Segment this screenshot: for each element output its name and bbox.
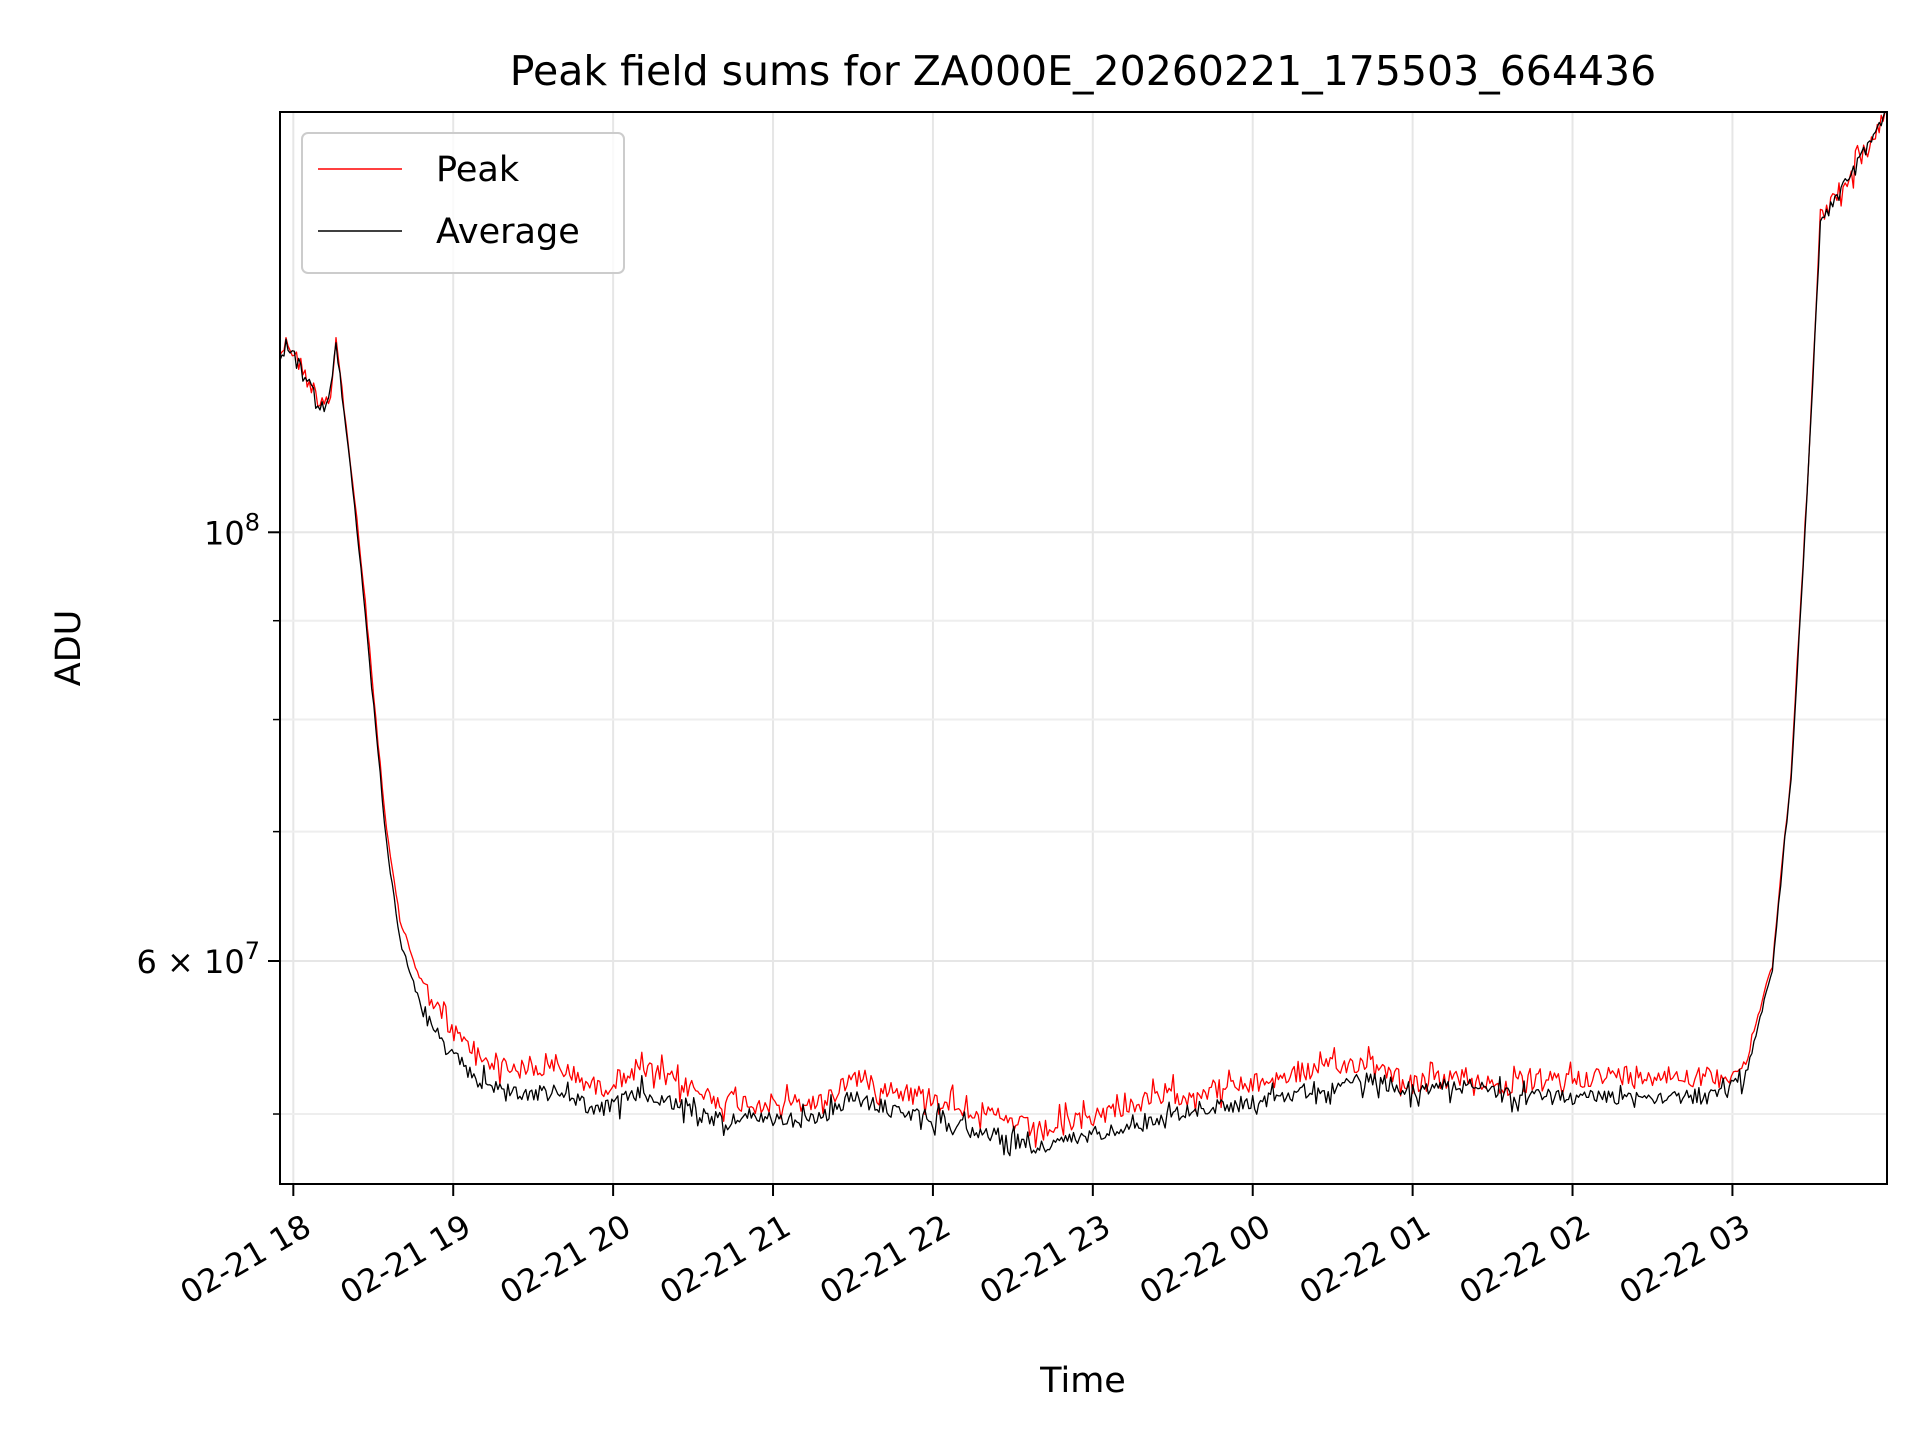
series-layer xyxy=(280,112,1887,1157)
grid xyxy=(280,112,1887,1184)
y-axis-label: ADU xyxy=(49,610,89,687)
series-line-peak xyxy=(280,112,1887,1148)
x-axis-label: Time xyxy=(1039,1361,1126,1401)
legend: Peak Average xyxy=(301,132,625,274)
chart-title: Peak field sums for ZA000E_20260221_1755… xyxy=(510,47,1656,95)
plot-frame xyxy=(279,111,1888,1185)
y-tick-label: 108 xyxy=(204,508,260,552)
y-tick-label: 6 × 107 xyxy=(136,937,260,981)
legend-label-peak: Peak xyxy=(436,150,520,190)
legend-label-average: Average xyxy=(436,212,580,252)
series-line-average xyxy=(280,112,1887,1157)
y-axis-ticks: 6 × 107 108 xyxy=(136,508,280,1115)
legend-box xyxy=(301,132,625,274)
